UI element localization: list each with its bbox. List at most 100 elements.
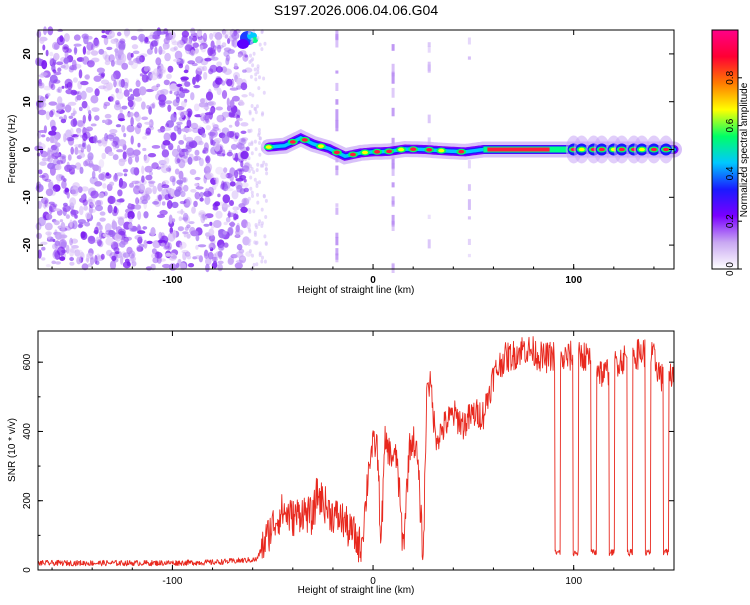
noise-speck — [102, 183, 107, 189]
noise-speck — [41, 134, 46, 138]
noise-speck — [134, 111, 140, 118]
noise-speck — [76, 119, 84, 127]
noise-speck — [205, 257, 212, 266]
noise-speck — [44, 199, 48, 207]
streak-segment — [391, 87, 395, 98]
noise-speck — [57, 246, 66, 256]
noise-speck — [118, 139, 127, 147]
track-node-core — [398, 147, 405, 152]
noise-speck — [182, 251, 187, 261]
noise-speck — [82, 46, 87, 55]
noise-speck — [129, 88, 133, 92]
noise-speck — [130, 93, 135, 100]
streak-segment — [335, 119, 339, 132]
noise-speck — [205, 155, 211, 164]
noise-speck — [221, 90, 228, 99]
noise-speck — [175, 262, 180, 268]
streak-segment — [391, 72, 395, 84]
noise-speck — [81, 186, 89, 192]
noise-speck — [253, 240, 257, 245]
noise-speck — [131, 44, 139, 50]
noise-speck — [130, 135, 134, 145]
noise-speck — [196, 29, 203, 37]
noise-speck — [37, 249, 42, 259]
noise-speck — [123, 89, 130, 97]
noise-speck — [99, 211, 106, 216]
noise-speck — [151, 145, 161, 149]
snr-xtick-label: -100 — [162, 576, 182, 587]
noise-speck — [78, 222, 84, 228]
track-node-core — [438, 148, 445, 153]
noise-speck — [94, 115, 100, 121]
noise-speck — [45, 213, 53, 220]
noise-speck — [194, 156, 199, 162]
noise-speck — [65, 244, 70, 254]
noise-speck — [225, 188, 234, 192]
noise-speck — [134, 124, 141, 135]
noise-speck — [193, 84, 201, 89]
noise-speck — [147, 153, 157, 158]
noise-speck — [96, 221, 101, 226]
noise-speck — [251, 194, 254, 198]
noise-speck — [241, 182, 249, 188]
noise-speck — [57, 67, 62, 72]
track-node-core — [598, 147, 605, 152]
noise-speck — [93, 135, 98, 144]
noise-speck — [235, 260, 244, 263]
noise-speck — [205, 125, 211, 131]
noise-speck — [213, 138, 222, 143]
noise-speck — [205, 162, 213, 172]
noise-speck — [141, 116, 149, 121]
noise-speck — [260, 30, 264, 35]
noise-speck — [193, 103, 200, 112]
noise-speck — [254, 77, 258, 82]
noise-speck — [247, 207, 251, 212]
streak-segment — [391, 138, 395, 145]
noise-speck — [122, 151, 127, 160]
noise-speck — [166, 200, 173, 209]
noise-speck — [185, 136, 194, 143]
noise-speck — [190, 49, 195, 57]
noise-speck — [166, 73, 172, 79]
streak-segment — [391, 44, 395, 51]
noise-speck — [215, 179, 219, 187]
noise-speck — [158, 194, 162, 202]
noise-speck — [236, 142, 243, 149]
noise-speck — [222, 149, 226, 157]
noise-speck — [260, 207, 264, 212]
noise-speck — [122, 252, 130, 258]
noise-speck — [249, 128, 253, 133]
noise-speck — [258, 42, 262, 47]
noise-speck — [231, 190, 239, 200]
noise-speck — [143, 154, 150, 164]
noise-speck — [113, 174, 119, 182]
noise-speck — [115, 251, 120, 255]
noise-speck — [95, 205, 103, 212]
noise-speck — [255, 181, 259, 186]
noise-speck — [186, 224, 191, 229]
noise-speck — [132, 50, 140, 55]
noise-speck — [76, 94, 82, 101]
noise-speck — [157, 182, 163, 192]
noise-speck — [86, 128, 90, 133]
noise-speck — [248, 238, 252, 243]
noise-speck — [43, 26, 47, 36]
noise-speck — [251, 63, 255, 68]
noise-speck — [239, 146, 249, 152]
noise-speck — [195, 244, 199, 250]
snr-ylabel: SNR (10 * v/v) — [7, 418, 18, 482]
noise-speck — [261, 255, 264, 260]
noise-speck — [208, 234, 216, 242]
noise-speck — [235, 224, 240, 233]
noise-speck — [86, 144, 92, 153]
noise-speck — [160, 163, 165, 169]
noise-speck — [59, 219, 64, 223]
noise-speck — [54, 111, 60, 117]
streak-segment — [427, 42, 431, 47]
spectrogram-xtick-label: -100 — [162, 275, 182, 286]
noise-speck — [84, 74, 90, 80]
noise-speck — [49, 147, 54, 153]
noise-speck — [77, 186, 83, 194]
noise-speck — [143, 239, 148, 249]
